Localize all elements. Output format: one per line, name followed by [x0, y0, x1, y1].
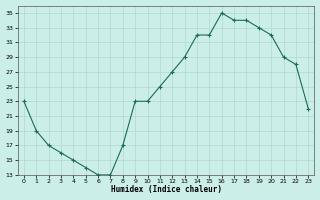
- X-axis label: Humidex (Indice chaleur): Humidex (Indice chaleur): [111, 185, 221, 194]
